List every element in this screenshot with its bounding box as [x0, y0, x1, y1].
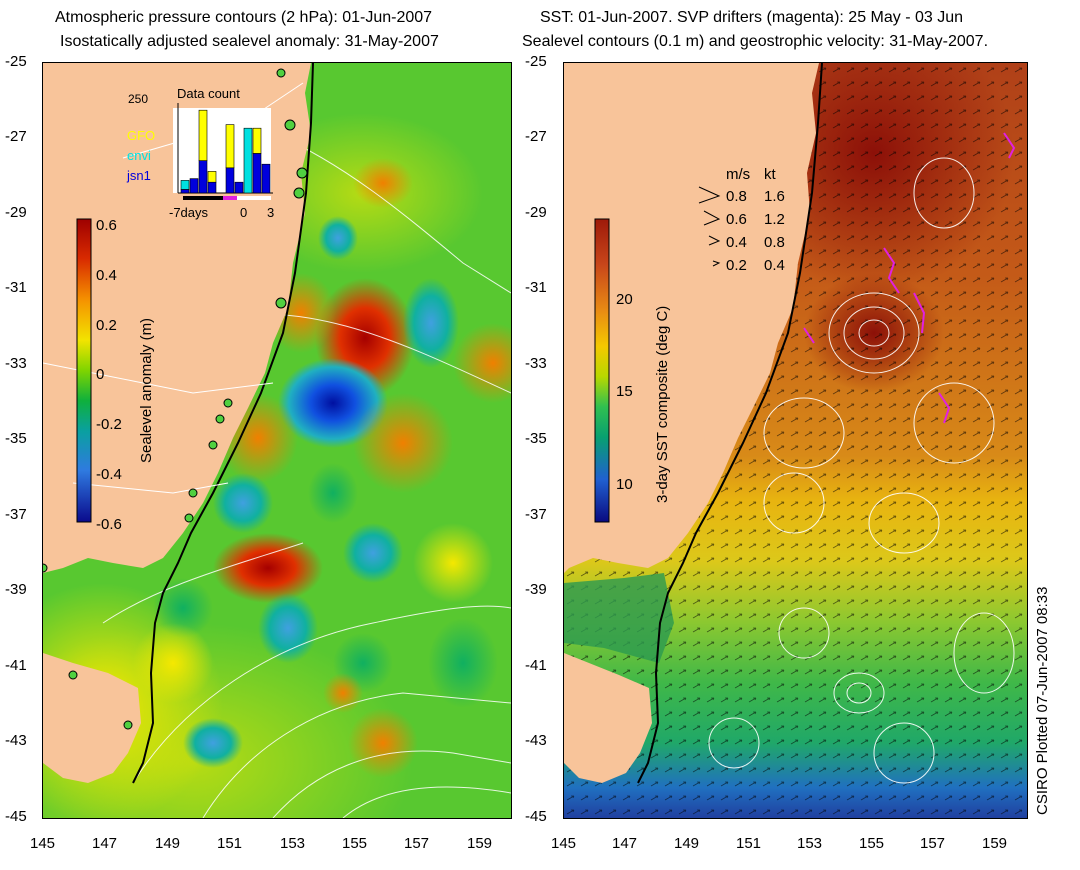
- lon-label: 153: [797, 835, 823, 852]
- plot-timestamp: CSIRO Plotted 07-Jun-2007 08:33: [1034, 586, 1051, 815]
- lon-label: 145: [30, 835, 56, 852]
- velocity-ms: 0.4: [726, 234, 747, 251]
- lat-label: -37: [525, 506, 547, 523]
- sst-map: m/s kt 0.8 1.6 0.6 1.2 0.4 0.8 0.2 0.4: [563, 62, 1028, 819]
- sla-tick: -0.2: [96, 416, 122, 433]
- sst-tick: 10: [616, 476, 633, 493]
- data-count-bar-jsn1: [189, 178, 199, 194]
- lon-label: 155: [859, 835, 885, 852]
- lat-label: -27: [5, 128, 27, 145]
- legend-gfo: GFO: [127, 128, 155, 143]
- sst-tick: 20: [616, 291, 633, 308]
- sla-colorbar-label: Sealevel anomaly (m): [138, 318, 155, 463]
- lat-label: -29: [5, 204, 27, 221]
- data-count-bar-jsn1: [225, 167, 235, 194]
- lat-label: -25: [5, 53, 27, 70]
- data-count-bar-GFO: [252, 127, 262, 154]
- velocity-kt: 0.4: [764, 257, 785, 274]
- lat-label: -33: [525, 355, 547, 372]
- lon-label: 147: [92, 835, 118, 852]
- data-count-bar-GFO: [198, 109, 208, 161]
- data-count-max-label: 250: [128, 92, 148, 106]
- legend-envi: envi: [127, 148, 151, 163]
- velocity-kt: 0.8: [764, 234, 785, 251]
- data-count-bar-jsn1: [234, 181, 244, 194]
- sla-tick: 0.4: [96, 267, 117, 284]
- velocity-ms: 0.6: [726, 211, 747, 228]
- lat-label: -31: [525, 279, 547, 296]
- left-title-line2: Isostatically adjusted sealevel anomaly:…: [60, 33, 439, 50]
- data-count-x-days: -7days: [169, 205, 209, 220]
- data-count-title: Data count: [177, 86, 240, 101]
- velocity-legend: m/s kt 0.8 1.6 0.6 1.2 0.4 0.8 0.2 0.4: [698, 166, 785, 274]
- data-count-bar-GFO: [225, 124, 235, 169]
- sst-tick: 15: [616, 383, 633, 400]
- data-count-bar-jsn1: [207, 181, 217, 194]
- lat-label: -33: [5, 355, 27, 372]
- sealevel-anomaly-map: 250 Data count GFO envi jsn1 -7days 0 3: [42, 62, 512, 819]
- lon-label: 157: [404, 835, 430, 852]
- velocity-kt: 1.6: [764, 188, 785, 205]
- lon-label: 153: [280, 835, 306, 852]
- lat-label: -35: [525, 430, 547, 447]
- lon-label: 151: [736, 835, 762, 852]
- lat-label: -45: [5, 808, 27, 825]
- data-count-bar-jsn1: [261, 163, 271, 194]
- right-title-line2: Sealevel contours (0.1 m) and geostrophi…: [522, 33, 989, 50]
- lat-label: -43: [525, 732, 547, 749]
- lon-label: 149: [155, 835, 181, 852]
- tasmania-right: [564, 653, 652, 783]
- data-count-x-zero: 0: [240, 205, 247, 220]
- legend-jsn1: jsn1: [126, 168, 151, 183]
- lat-label: -43: [5, 732, 27, 749]
- velocity-ms: 0.2: [726, 257, 747, 274]
- lon-label: 151: [217, 835, 243, 852]
- lat-label: -37: [5, 506, 27, 523]
- data-count-bar-envi: [180, 180, 190, 190]
- data-count-x-three: 3: [267, 205, 274, 220]
- data-count-inset: 250 Data count GFO envi jsn1 -7days 0 3: [126, 86, 274, 220]
- tasmania-left: [43, 653, 141, 783]
- lon-label: 145: [551, 835, 577, 852]
- sla-tick: 0.2: [96, 317, 117, 334]
- lon-label: 147: [612, 835, 638, 852]
- data-count-bar-GFO: [207, 171, 217, 183]
- lon-label: 155: [342, 835, 368, 852]
- lat-label: -45: [525, 808, 547, 825]
- velocity-ms: 0.8: [726, 188, 747, 205]
- lon-label: 149: [674, 835, 700, 852]
- lon-label: 159: [467, 835, 493, 852]
- svp-drifter-tracks: [803, 132, 1016, 424]
- lat-label: -31: [5, 279, 27, 296]
- lat-label: -25: [525, 53, 547, 70]
- sla-tick: -0.4: [96, 466, 122, 483]
- data-count-bar-jsn1: [180, 189, 190, 194]
- sla-tick: -0.6: [96, 516, 122, 533]
- sst-colorbar: 20 15 10 3-day SST composite (deg C): [594, 218, 671, 523]
- lon-label: 157: [920, 835, 946, 852]
- lat-label: -41: [525, 657, 547, 674]
- left-title-line1: Atmospheric pressure contours (2 hPa): 0…: [55, 9, 433, 26]
- velocity-header-ms: m/s: [726, 166, 750, 183]
- sla-tick: 0.6: [96, 217, 117, 234]
- lon-label: 159: [982, 835, 1008, 852]
- velocity-header-kt: kt: [764, 166, 777, 183]
- data-count-bar-jsn1: [252, 153, 262, 194]
- lat-label: -35: [5, 430, 27, 447]
- lat-label: -29: [525, 204, 547, 221]
- sealevel-colorbar: 0.6 0.4 0.2 0 -0.2 -0.4 -0.6 Sealevel an…: [76, 217, 155, 533]
- sla-tick: 0: [96, 366, 104, 383]
- mainland-australia-right: [564, 63, 819, 573]
- tide-gauge-markers: [43, 68, 308, 730]
- lat-label: -41: [5, 657, 27, 674]
- lat-label: -27: [525, 128, 547, 145]
- velocity-kt: 1.2: [764, 211, 785, 228]
- data-count-bar-jsn1: [198, 160, 208, 194]
- data-count-bar-envi: [243, 127, 253, 194]
- lat-label: -39: [525, 581, 547, 598]
- sst-colorbar-label: 3-day SST composite (deg C): [654, 306, 671, 503]
- lat-label: -39: [5, 581, 27, 598]
- right-title-line1: SST: 01-Jun-2007. SVP drifters (magenta)…: [540, 9, 964, 26]
